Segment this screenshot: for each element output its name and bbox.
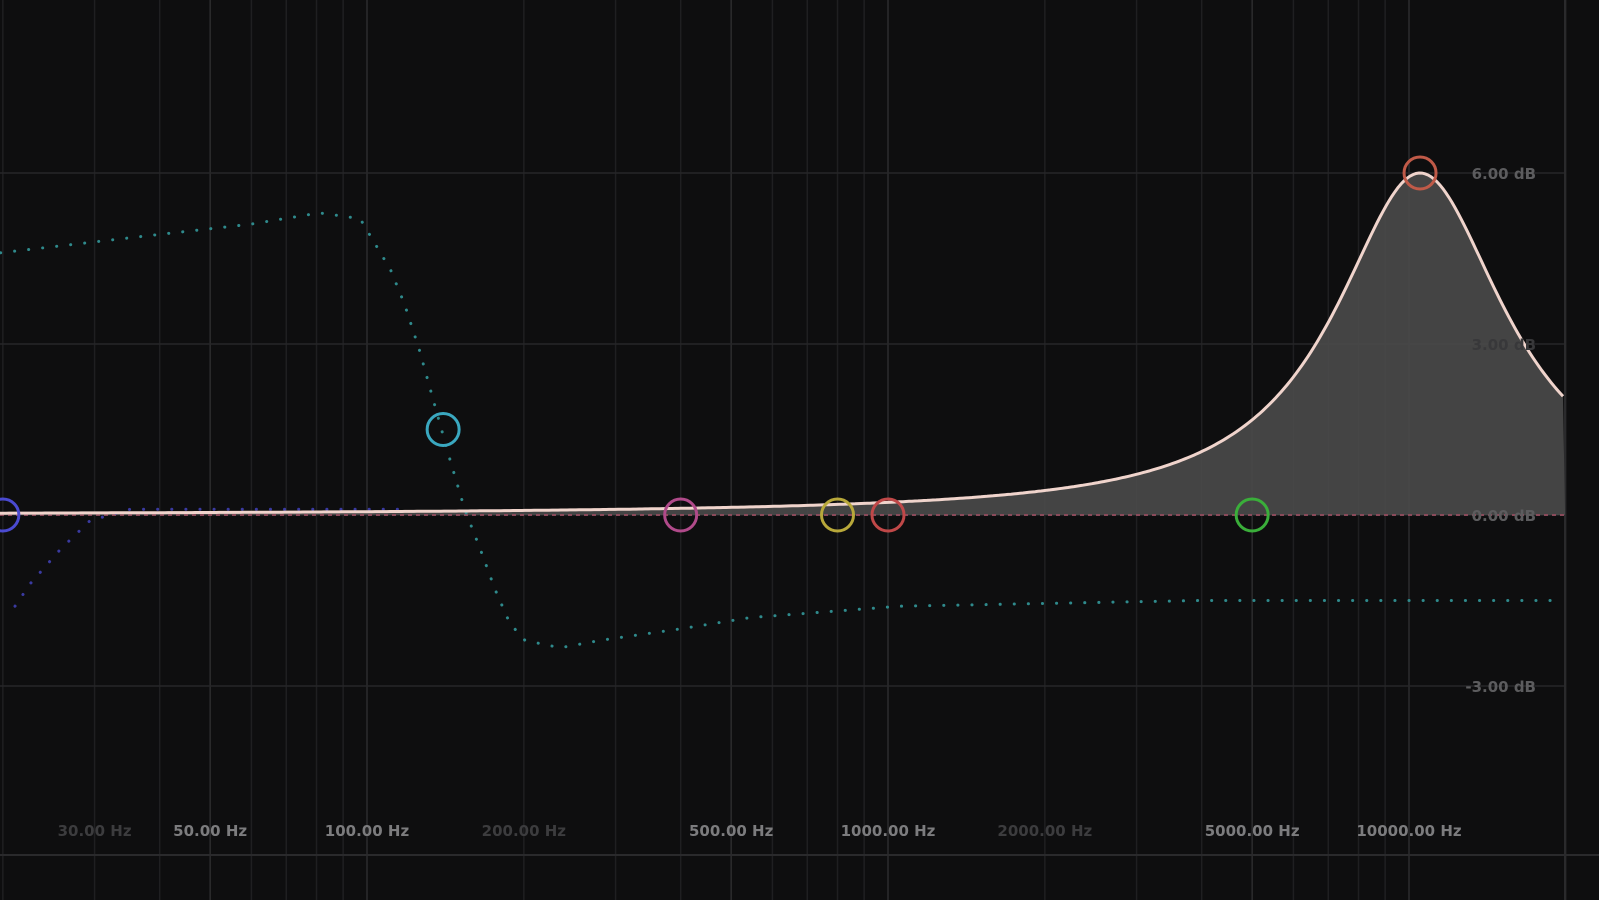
x-tick-label: 50.00 Hz <box>173 822 247 840</box>
x-tick-label: 100.00 Hz <box>325 822 410 840</box>
band-handle[interactable] <box>870 497 906 533</box>
band-handle[interactable] <box>663 497 699 533</box>
response-fill <box>0 173 1565 515</box>
x-tick-label: 10000.00 Hz <box>1356 822 1462 840</box>
band-handle[interactable] <box>1402 155 1438 191</box>
response-curve <box>0 171 1565 515</box>
y-tick-label: -3.00 dB <box>1465 678 1536 696</box>
band-handle[interactable] <box>820 497 856 533</box>
preview-curve <box>13 507 410 608</box>
x-tick-label: 500.00 Hz <box>689 822 774 840</box>
band-handle[interactable] <box>425 412 461 447</box>
y-tick-label: 3.00 dB <box>1472 336 1536 354</box>
x-tick-label: 30.00 Hz <box>58 822 132 840</box>
x-tick-label: 200.00 Hz <box>482 822 567 840</box>
y-tick-label: 6.00 dB <box>1472 165 1536 183</box>
band-handle[interactable] <box>0 497 21 533</box>
x-tick-label: 5000.00 Hz <box>1205 822 1300 840</box>
x-tick-label: 2000.00 Hz <box>997 822 1092 840</box>
x-tick-label: 1000.00 Hz <box>841 822 936 840</box>
band-handle[interactable] <box>1234 497 1270 533</box>
y-tick-label: 0.00 dB <box>1472 507 1536 525</box>
